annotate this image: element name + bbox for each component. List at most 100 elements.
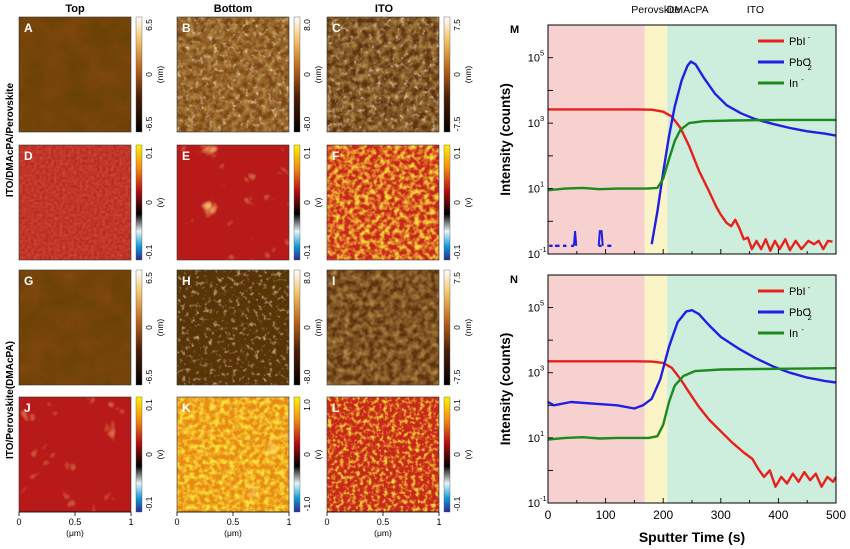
legend-entry-superscript: - [801,325,804,334]
map-x-axes: 0 0.5 1 (μm) 0 0.5 1 (μm) 0 0.5 1 (μm) [16,511,442,538]
column-header-ito: ITO [375,3,394,15]
panel-letter: A [24,21,33,35]
colorbar-tick: 0.1 [302,147,312,159]
colorbar-unit: (v) [313,449,323,459]
legend-entry-superscript: - [808,54,811,63]
colorbar-tick: -8.0 [302,116,312,131]
map-panel-a: A 6.5 0 -6.5 (nm) [18,16,165,133]
map-axis-tick-label: 0 [174,517,179,527]
series-low-dashes [549,230,612,248]
series-line-in [548,367,836,441]
y-tick-label: 10 [528,498,540,510]
colorbar-tick: 0.1 [144,399,154,411]
y-tick-label: 10 [528,303,540,315]
x-tick-label: 200 [653,508,673,522]
y-axis-label: Intensity (counts) [498,333,513,446]
column-header-bottom: Bottom [214,3,253,15]
colorbar-unit: (nm) [155,66,165,84]
row-group-label-1: ITO/DMAcPA/Perovskite [5,83,16,198]
column-header-top: Top [65,3,85,15]
map-axis-tick-label: 0 [16,517,21,527]
colorbar [135,396,143,513]
panel-letter: D [24,149,33,163]
map-panel-b: B 8.0 0 -8.0 (nm) [176,16,323,133]
panel-letter: E [182,149,190,163]
map-axis-tick-label: 1 [286,517,291,527]
colorbar-unit: (v) [313,197,323,207]
colorbar-tick: 1.0 [302,399,312,411]
legend-entry: In [789,78,798,90]
colorbar [293,396,301,513]
map-axis-label: (μm) [224,528,242,538]
panel-letter: H [182,274,191,288]
y-tick-exponent: 3 [540,364,544,373]
map-panel-j: J 0.1 0 -0.1 (v) [18,396,165,513]
colorbar-tick: 0.1 [452,399,462,411]
y-tick-label: 10 [528,118,540,130]
x-axis-label: Sputter Time (s) [639,529,745,545]
row-group-label-2: ITO/Perovskite(DMAcPA) [5,341,16,459]
colorbar-unit: (nm) [463,66,473,84]
colorbar [293,144,301,261]
colorbar-tick: 6.5 [144,272,154,284]
x-tick-label: 500 [826,508,846,522]
legend-entry: PbI [789,36,806,48]
panel-letter: B [182,21,191,35]
map-grid: A 6.5 0 -6.5 (nm) B 8.0 0 -8.0 (nm) C 7.5 0 -7.5 (nm) D… [18,16,473,513]
y-tick-exponent: -1 [540,245,547,254]
colorbar-tick: -6.5 [144,116,154,131]
region-band [548,275,645,503]
legend-entry: PbI [789,286,806,298]
colorbar [135,16,143,133]
x-tick-label: 400 [768,508,788,522]
map-axis-tick-label: 0 [324,517,329,527]
legend-entry: PbO [789,307,811,319]
legend-entry-superscript: - [808,33,811,42]
colorbar [443,396,451,513]
legend-entry-superscript: - [801,75,804,84]
colorbar-tick: 0 [144,452,154,457]
panel-letter: L [332,401,339,415]
colorbar-unit: (nm) [313,319,323,337]
map-axis-tick-label: 1 [128,517,133,527]
y-tick-label: 10 [528,53,540,65]
colorbar-tick: -0.1 [144,244,154,259]
legend-entry: In [789,328,798,340]
colorbar-tick: 8.0 [302,272,312,284]
y-tick-label: 10 [528,249,540,261]
map-panel-c: C 7.5 0 -7.5 (nm) [326,16,473,133]
map-axis-tick-label: 1 [436,517,441,527]
colorbar-tick: -0.1 [452,496,462,511]
colorbar-tick: -7.5 [452,369,462,384]
y-tick-exponent: 5 [540,299,544,308]
colorbar-tick: 0 [452,452,462,457]
colorbar-tick: 0 [302,72,312,77]
colorbar-tick: -6.5 [144,369,154,384]
region-band [548,25,645,254]
panel-letter: M [510,24,519,36]
colorbar-unit: (v) [155,197,165,207]
colorbar-unit: (v) [463,449,473,459]
colorbar [135,269,143,386]
colorbar-unit: (v) [463,197,473,207]
panel-letter: F [332,149,339,163]
colorbar-unit: (nm) [155,319,165,337]
colorbar-tick: -8.0 [302,369,312,384]
colorbar-tick: -1.0 [302,496,312,511]
colorbar-tick: 7.5 [452,272,462,284]
colorbar-tick: -0.1 [452,244,462,259]
y-tick-exponent: 1 [540,180,544,189]
y-tick-exponent: 5 [540,49,544,58]
legend-entry-superscript: - [808,304,811,313]
legend-entry-superscript: - [808,283,811,292]
panel-letter: C [332,21,341,35]
map-panel-h: H 8.0 0 -8.0 (nm) [176,269,323,386]
colorbar-tick: 0 [452,325,462,330]
y-tick-label: 10 [528,184,540,196]
panel-letter: G [24,274,33,288]
map-panel-f: F 0.1 0 -0.1 (v) [326,144,473,261]
series-line-pbo [650,60,836,245]
colorbar-tick: 7.5 [452,19,462,31]
legend-entry-subscript: 2 [808,63,812,72]
